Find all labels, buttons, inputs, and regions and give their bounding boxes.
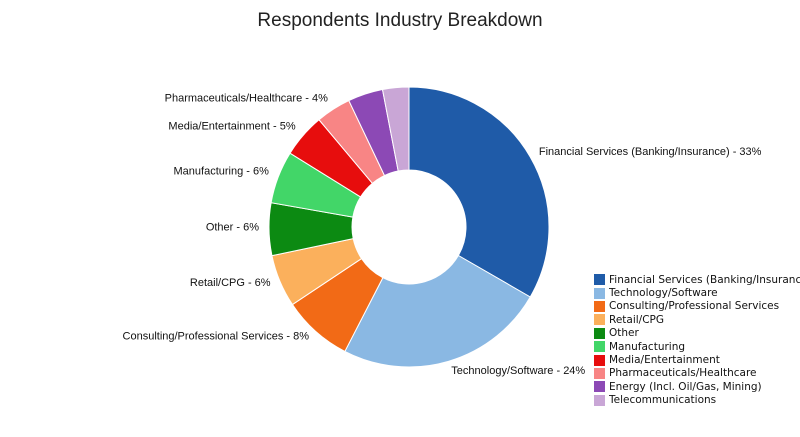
chart-title: Respondents Industry Breakdown (257, 10, 543, 31)
data-label: Technology/Software - 24% (451, 365, 585, 377)
data-label: Other - 6% (206, 221, 259, 233)
slice-financial-services-banking-insurance (408, 86, 550, 298)
legend-label: Pharmaceuticals/Healthcare (609, 367, 757, 380)
legend-label: Other (609, 327, 639, 340)
legend-label: Telecommunications (609, 394, 717, 407)
data-label: Financial Services (Banking/Insurance) -… (539, 146, 762, 158)
legend-item: Manufacturing (594, 340, 800, 353)
slice-telecommunications (381, 86, 410, 172)
data-label: Media/Entertainment - 5% (168, 121, 295, 133)
legend-swatch (594, 300, 605, 312)
legend-item: Retail/CPG (594, 313, 800, 326)
legend-swatch (594, 287, 605, 299)
legend-item: Technology/Software (594, 286, 800, 299)
legend-label: Technology/Software (609, 287, 718, 300)
legend-swatch (594, 327, 605, 339)
legend-label: Energy (Incl. Oil/Gas, Mining) (609, 380, 762, 393)
legend: Financial Services (Banking/Insurance Tec… (594, 273, 800, 407)
legend-swatch (594, 381, 605, 393)
data-label: Pharmaceuticals/Healthcare - 4% (165, 93, 328, 105)
data-label: Manufacturing - 6% (174, 165, 270, 177)
slice-technology-software (344, 254, 531, 368)
legend-label: Media/Entertainment (609, 354, 720, 367)
legend-swatch (594, 394, 605, 406)
legend-swatch (594, 274, 605, 286)
legend-label: Consulting/Professional Services (609, 300, 780, 313)
legend-item: Consulting/Professional Services (594, 300, 800, 313)
legend-swatch (594, 314, 605, 326)
legend-label: Manufacturing (609, 340, 686, 353)
data-label: Consulting/Professional Services - 8% (123, 331, 310, 343)
data-label: Retail/CPG - 6% (190, 277, 271, 289)
legend-swatch (594, 354, 605, 366)
legend-item: Other (594, 327, 800, 340)
legend-label: Financial Services (Banking/Insurance (609, 273, 800, 286)
legend-swatch (594, 367, 605, 379)
legend-label: Retail/CPG (609, 313, 665, 326)
legend-item: Telecommunications (594, 394, 800, 407)
legend-item: Pharmaceuticals/Healthcare (594, 367, 800, 380)
legend-item: Financial Services (Banking/Insurance (594, 273, 800, 286)
legend-swatch (594, 341, 605, 353)
legend-item: Energy (Incl. Oil/Gas, Mining) (594, 380, 800, 393)
legend-item: Media/Entertainment (594, 353, 800, 366)
